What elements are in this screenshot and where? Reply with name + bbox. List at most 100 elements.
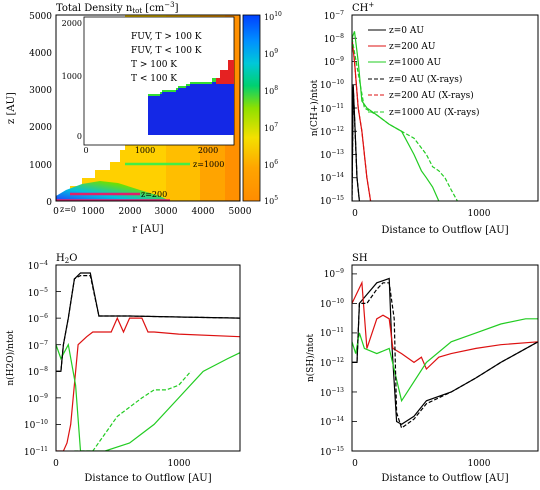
chplus-ylabel: n(CH+)/ntot (309, 79, 320, 136)
chplus-panel: CH+ 10−7 10−8 10−9 10−10 10−11 10−12 10−… (309, 1, 539, 236)
inner-disk (56, 181, 170, 201)
h2o-series-0-line (56, 272, 240, 372)
sh-yticks: 10−9 10−10 10−11 10−12 10−13 10−14 10−15 (320, 268, 344, 458)
inset-legend-fuv-hot: FUV, T > 100 K (131, 32, 202, 42)
legend-label-z200: z=200 AU (389, 42, 436, 52)
colorbar-tick-1e10: 1010 (264, 11, 282, 22)
inset-legend-cold: T < 100 K (131, 74, 177, 84)
sh-panel: SH 10−9 10−10 10−11 10−12 10−13 10−14 10… (305, 253, 539, 484)
h2o-ytick-1e-10: 10−10 (24, 419, 48, 431)
h2o-ytick-1e-7: 10−7 (28, 340, 48, 352)
chplus-axes-frame (351, 14, 539, 202)
h2o-series-4-line (74, 370, 192, 451)
sh-ytick-1e-11: 10−11 (320, 327, 344, 339)
sh-ytick-1e-15: 10−15 (320, 446, 344, 458)
chplus-series-3-line (352, 86, 360, 201)
inset-blue-region (148, 78, 234, 135)
density-ytick-3000: 3000 (29, 86, 52, 96)
sh-xtick-0: 0 (352, 459, 358, 469)
h2o-xtick-1000: 1000 (168, 459, 191, 469)
inset-xtick-1000: 1000 (135, 146, 155, 155)
chplus-xtick-0: 0 (352, 209, 358, 219)
sh-series-0-line (352, 277, 538, 425)
density-xtick-1000: 1000 (82, 207, 105, 217)
inset-legend-fuv-cold: FUV, T < 100 K (131, 46, 202, 56)
density-xtick-2000: 2000 (119, 207, 142, 217)
h2o-ytick-1e-8: 10−8 (28, 366, 48, 378)
sh-series-2-line (352, 318, 538, 403)
sh-title: SH (352, 253, 368, 264)
chplus-ytick-1e-15: 10−15 (320, 195, 344, 207)
density-ytick-2000: 2000 (29, 123, 52, 133)
z0-label: z=0 (60, 205, 76, 214)
legend-label-z0: z=0 AU (389, 26, 424, 36)
inset-ytick-1000: 1000 (62, 72, 82, 81)
colorbar-tick-1e6: 106 (264, 159, 278, 170)
h2o-ytick-1e-4: 10−4 (28, 260, 48, 272)
sh-plot-area (352, 273, 538, 452)
inset-green-region (148, 78, 216, 96)
sh-ylabel: n(SH)/ntot (305, 333, 316, 382)
colorbar-tick-1e9: 109 (264, 48, 278, 59)
chplus-series-5-line (352, 38, 458, 201)
chplus-ytick-1e-12: 10−12 (320, 126, 344, 138)
density-ytick-1000: 1000 (29, 161, 52, 171)
density-ytick-0: 0 (46, 198, 52, 208)
density-xlabel: r [AU] (132, 224, 164, 235)
sh-series-3-line (352, 282, 538, 429)
sh-ytick-1e-13: 10−13 (320, 387, 344, 399)
chplus-ytick-1e-14: 10−14 (320, 172, 344, 184)
h2o-ytick-1e-9: 10−9 (28, 393, 48, 405)
temperature-inset: FUV, T > 100 K FUV, T < 100 K T > 100 K … (62, 16, 235, 155)
inset-red-region (216, 60, 234, 84)
density-ylabel: z [AU] (6, 92, 17, 124)
legend-label-z0-xray: z=0 AU (X-rays) (389, 74, 462, 85)
chplus-ytick-1e-7: 10−7 (324, 10, 344, 22)
legend-label-z1000-xray: z=1000 AU (X-rays) (389, 107, 480, 118)
chplus-series-4-line (352, 38, 372, 201)
density-xtick-0: 0 (53, 207, 59, 217)
sh-ytick-1e-12: 10−12 (320, 357, 344, 369)
density-title: Total Density ntot [cm−3] (56, 1, 179, 15)
inset-xtick-0: 0 (83, 146, 88, 155)
h2o-ytick-1e-11: 10−11 (24, 446, 48, 458)
density-xtick-5000: 5000 (229, 207, 252, 217)
density-xtick-4000: 4000 (192, 207, 215, 217)
h2o-plot-area (56, 264, 240, 452)
chplus-xlabel: Distance to Outflow [AU] (381, 225, 508, 236)
colorbar-ticks: 1010 109 108 107 106 105 (264, 11, 282, 206)
z200-label: z=200 (141, 190, 167, 199)
density-ytick-4000: 4000 (29, 49, 52, 59)
chplus-ytick-1e-13: 10−13 (320, 149, 344, 161)
chplus-series-2-line (352, 31, 440, 201)
chplus-xtick-1000: 1000 (468, 209, 491, 219)
chplus-ytick-1e-9: 10−9 (324, 56, 344, 68)
legend-label-z1000: z=1000 AU (389, 58, 442, 68)
inset-ytick-0: 0 (77, 132, 82, 141)
inset-xtick-2000: 2000 (198, 146, 218, 155)
chplus-ytick-1e-11: 10−11 (320, 103, 344, 115)
sh-axes-frame (351, 264, 539, 452)
density-axes-frame (55, 14, 241, 202)
h2o-series-2-line (56, 342, 240, 451)
z1000-label: z=1000 (193, 160, 224, 169)
h2o-ytick-1e-6: 10−6 (28, 313, 48, 325)
inset-ytick-2000: 2000 (62, 19, 82, 28)
sh-series-1-line (352, 280, 538, 371)
inset-legend: FUV, T > 100 K FUV, T < 100 K T > 100 K … (131, 32, 202, 84)
colorbar-tick-1e7: 107 (264, 122, 278, 133)
h2o-ylabel: n(H2O)/ntot (5, 330, 16, 386)
sh-ytick-1e-14: 10−14 (320, 416, 344, 428)
sh-ytick-1e-10: 10−10 (320, 298, 344, 310)
legend-label-z200-xray: z=200 AU (X-rays) (389, 90, 474, 101)
density-xticks: 0 1000 2000 3000 4000 5000 (53, 207, 252, 217)
colorbar-tick-1e8: 108 (264, 85, 278, 96)
chplus-legend: z=0 AU z=200 AU z=1000 AU z=0 AU (X-rays… (368, 26, 480, 118)
density-map-panel: Total Density ntot [cm−3] z=1000 z=200 z… (6, 1, 282, 235)
density-yticks: 5000 4000 3000 2000 1000 0 (29, 12, 52, 208)
chplus-ytick-1e-8: 10−8 (324, 33, 344, 45)
colorbar-tick-1e5: 105 (264, 195, 278, 206)
h2o-xtick-0: 0 (53, 459, 59, 469)
colorbar (242, 14, 261, 202)
h2o-series-1-line (56, 316, 240, 451)
